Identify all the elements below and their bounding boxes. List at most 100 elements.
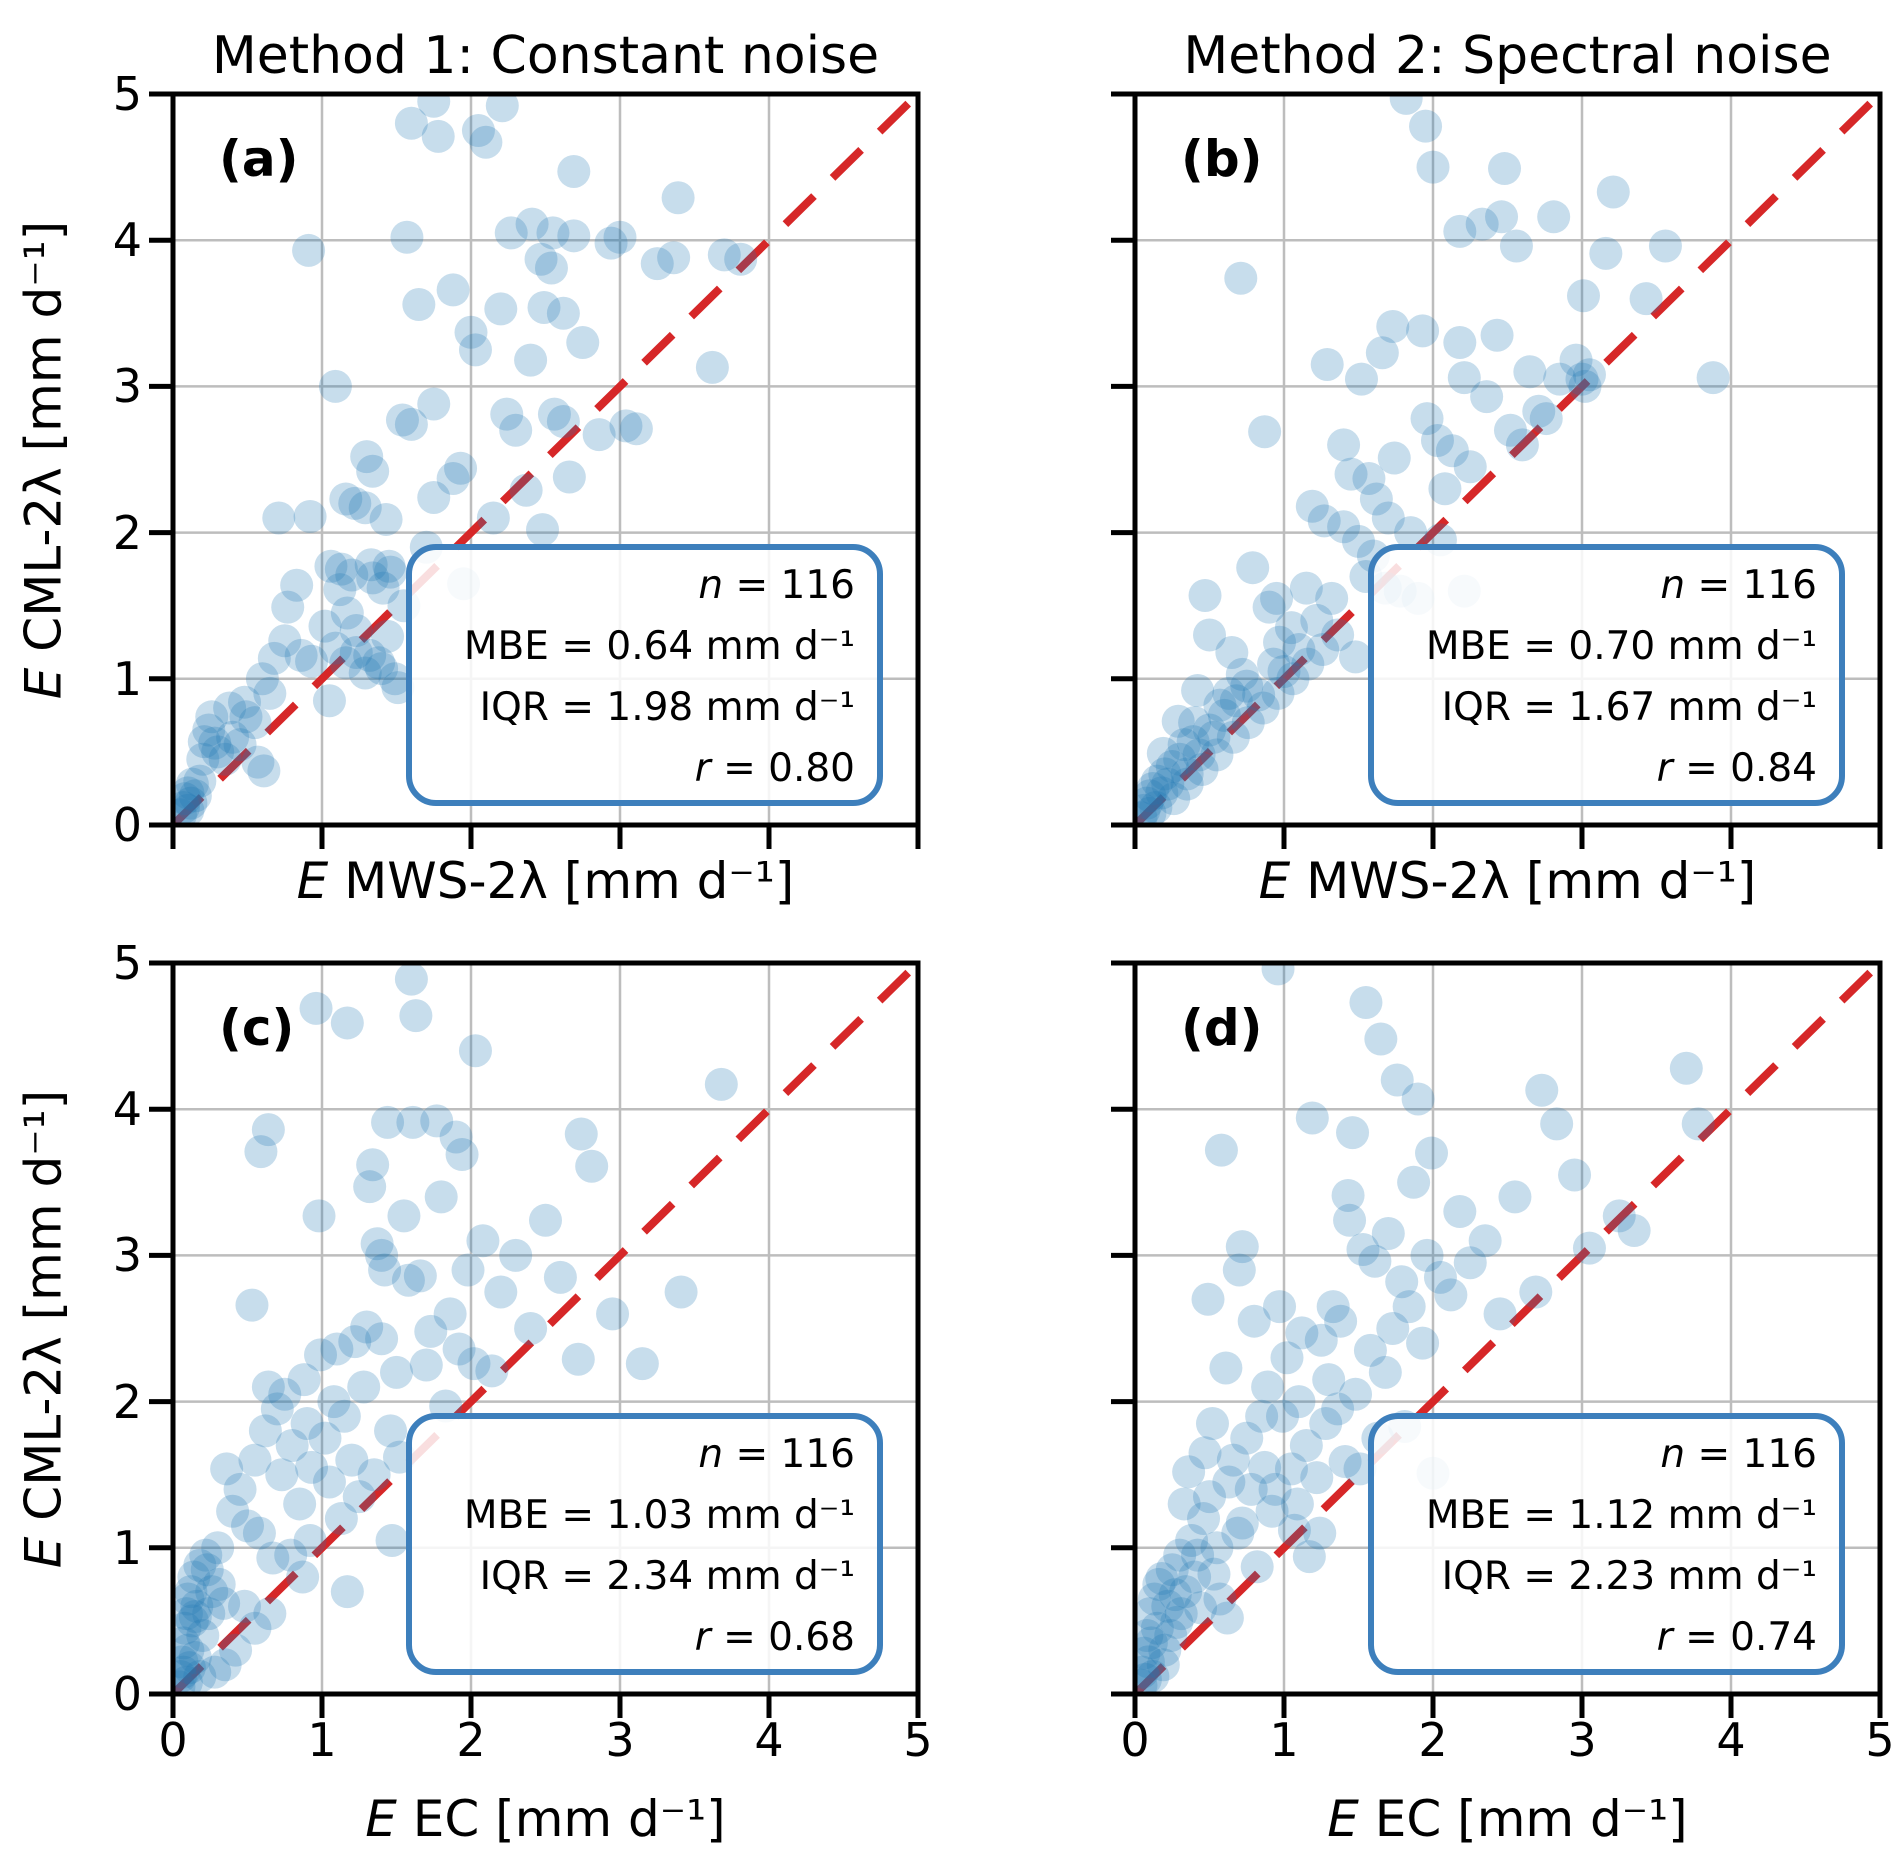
scatter-point — [499, 413, 533, 447]
axes-frame — [170, 960, 921, 1697]
scatter-point — [1353, 1333, 1387, 1367]
scatter-point — [253, 1597, 287, 1631]
panel-letter-d: (d) — [1181, 999, 1263, 1057]
x-axis-label-c: E EC [mm d⁻¹] — [173, 1790, 918, 1848]
stat-mbe: MBE = 0.70 mm d⁻¹ — [1378, 616, 1817, 677]
scatter-point — [1519, 1275, 1553, 1309]
scatter-point — [1197, 1557, 1231, 1591]
scatter-point — [371, 619, 405, 653]
scatter-point — [208, 1648, 242, 1682]
scatter-point — [173, 798, 197, 825]
scatter-point — [1155, 1553, 1189, 1587]
scatter-point — [174, 786, 208, 820]
scatter-point — [1169, 1575, 1203, 1609]
scatter-point — [394, 407, 428, 441]
scatter-point — [436, 462, 470, 496]
scatter-point — [1306, 633, 1340, 667]
scatter-point — [1543, 362, 1577, 396]
scatter-point — [1513, 355, 1547, 389]
scatter-point — [348, 656, 382, 690]
stat-iqr-symbol: IQR — [1441, 1554, 1511, 1599]
scatter-point — [228, 685, 262, 719]
stat-r-value: = 0.74 — [1672, 1615, 1817, 1660]
scatter-point — [1266, 1399, 1300, 1433]
panel-c: (c) n = 116 MBE = 1.03 mm d⁻¹ IQR = 2.34… — [149, 960, 921, 1718]
scatter-point — [724, 242, 758, 276]
scatter-point — [1136, 1659, 1170, 1693]
scatter-point — [1136, 771, 1170, 805]
identity-line — [173, 94, 918, 825]
scatter-point — [177, 1560, 211, 1594]
y-tick-label: 0 — [112, 798, 142, 852]
scatter-point — [1443, 1195, 1477, 1229]
scatter-point — [293, 1523, 327, 1557]
scatter-point — [561, 1342, 595, 1376]
x-tick-label: 4 — [1716, 1713, 1746, 1767]
x-tick-label: 4 — [754, 1713, 784, 1767]
scatter-point — [1151, 1589, 1185, 1623]
scatter-point — [284, 638, 318, 672]
scatter-point — [1423, 1260, 1457, 1294]
x-axis-label-prefix: E — [1327, 1790, 1359, 1848]
x-tick-label: 0 — [158, 1713, 188, 1767]
scatter-point — [524, 242, 558, 276]
scatter-point — [248, 1414, 282, 1448]
scatter-point — [1380, 1063, 1414, 1097]
scatter-point — [1525, 1073, 1559, 1107]
y-axis-label-bottom-row: E CML-2λ [mm d⁻¹] — [15, 964, 73, 1695]
scatter-point — [1167, 728, 1201, 762]
stat-n: n = 116 — [1378, 1424, 1817, 1485]
scatter-point — [186, 742, 220, 776]
scatter-point — [256, 1541, 290, 1575]
panel-letter-c: (c) — [219, 999, 295, 1057]
scatter-point — [457, 1347, 491, 1381]
scatter-point — [515, 207, 549, 241]
scatter-point — [342, 1480, 376, 1514]
scatter-point — [1207, 698, 1241, 732]
x-tick-label: 3 — [1567, 1713, 1597, 1767]
scatter-point — [1327, 510, 1361, 544]
scatter-point — [1401, 1082, 1435, 1116]
scatter-point — [1221, 1516, 1255, 1550]
scatter-point — [1193, 618, 1226, 652]
scatter-point — [417, 481, 451, 515]
scatter-point — [1572, 358, 1606, 392]
scatter-point — [1222, 1253, 1256, 1287]
scatter-point — [330, 596, 364, 630]
scatter-point — [409, 1348, 443, 1382]
scatter-point — [396, 1105, 430, 1139]
scatter-point — [476, 501, 510, 535]
y-tick-label: 5 — [112, 67, 142, 121]
stats-box-c: n = 116 MBE = 1.03 mm d⁻¹ IQR = 2.34 mm … — [406, 1413, 883, 1675]
x-tick-label: 2 — [1418, 1713, 1448, 1767]
scatter-point — [183, 764, 217, 798]
scatter-point — [1252, 590, 1286, 624]
scatter-point — [1193, 713, 1226, 747]
scatter-point — [329, 482, 363, 516]
scatter-point — [1282, 633, 1316, 667]
scatter-point — [1135, 786, 1164, 820]
scatter-point — [1480, 318, 1514, 352]
scatter-point — [1263, 625, 1297, 659]
scatter-point — [173, 790, 200, 824]
scatter-point — [371, 1105, 405, 1139]
stat-r-symbol: r — [694, 1615, 711, 1660]
scatter-point — [1225, 657, 1259, 691]
scatter-point — [1316, 1290, 1350, 1324]
scatter-point — [174, 1575, 208, 1609]
scatter-point — [469, 125, 503, 159]
scatter-point — [557, 219, 591, 253]
scatter-point — [1260, 581, 1294, 615]
x-tick-label: 2 — [456, 1713, 486, 1767]
scatter-point — [566, 326, 600, 360]
scatter-point — [195, 700, 229, 734]
scatter-point — [335, 558, 369, 592]
scatter-point — [323, 573, 357, 607]
scatter-point — [216, 720, 250, 754]
scatter-point — [366, 571, 400, 605]
scatter-point — [1203, 1582, 1237, 1616]
scatter-point — [436, 273, 470, 307]
scatter-point — [594, 226, 628, 260]
scatter-point — [1181, 1538, 1215, 1572]
stat-n-value: = 116 — [723, 563, 855, 608]
